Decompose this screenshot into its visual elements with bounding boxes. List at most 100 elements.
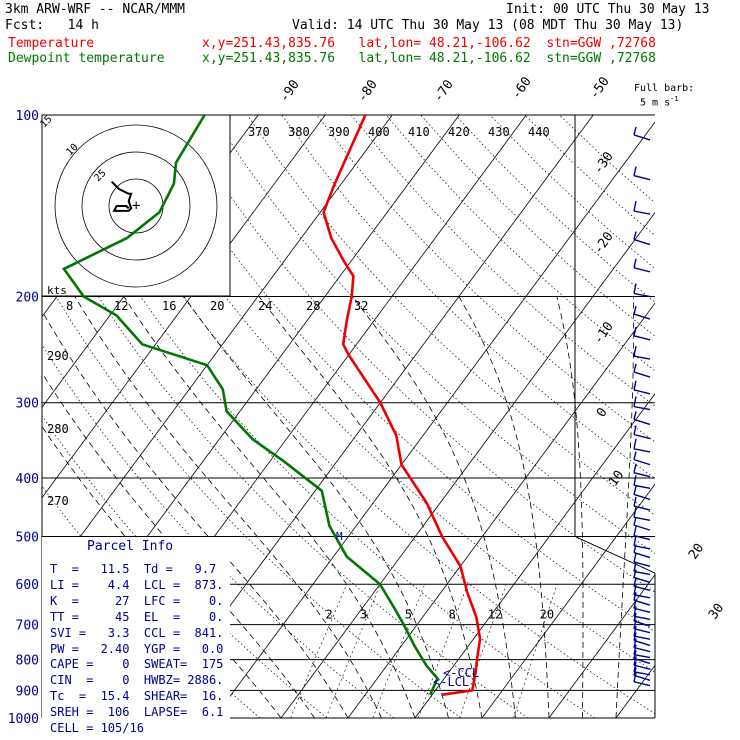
wind-barb xyxy=(633,628,651,634)
wind-barb-flag xyxy=(633,507,637,518)
wind-barb-flag xyxy=(633,425,637,435)
isotherm-label: -30 xyxy=(591,149,617,177)
frame-right-slant xyxy=(574,536,656,574)
dewpoint-trace xyxy=(61,115,440,696)
parcel-info-line: SREH = 106 LAPSE= 6.1 xyxy=(50,705,224,720)
dry-adiabat xyxy=(351,115,655,407)
mixing-ratio-line xyxy=(459,584,507,718)
mixing-ratio-label: 3 xyxy=(360,608,367,622)
hodograph-speed-label: 32 xyxy=(354,299,368,313)
wind-barb xyxy=(633,389,651,395)
wind-barb xyxy=(633,134,651,141)
isotherm xyxy=(42,115,326,499)
wind-barb xyxy=(633,674,651,681)
wind-barb xyxy=(633,493,651,501)
wind-barb-flag xyxy=(633,258,637,268)
isotherm-label: -60 xyxy=(509,74,535,102)
hodograph-speed-label: 16 xyxy=(162,299,176,313)
init-time: Init: 00 UTC Thu 30 May 13 xyxy=(506,2,710,17)
parcel-info-line: TT = 45 EL = 0. xyxy=(50,609,224,624)
wind-barbs xyxy=(633,126,651,687)
mixing-ratio-label: 8 xyxy=(448,608,455,622)
dry-adiabat xyxy=(420,115,655,337)
moist-adiabat xyxy=(615,296,635,718)
wind-barb xyxy=(633,516,651,521)
parcel-info-line: CIN = 0 HWBZ= 2886. xyxy=(50,673,224,688)
hodograph-trace xyxy=(110,180,133,212)
wind-barb xyxy=(633,664,651,670)
dry-adiabat xyxy=(142,115,655,633)
wind-barb xyxy=(633,174,651,181)
wind-barb-flag xyxy=(633,612,637,622)
wind-barb xyxy=(633,458,651,466)
wind-barb-flag xyxy=(633,619,637,629)
wind-barb-flag xyxy=(633,200,637,212)
wind-barb xyxy=(633,653,651,659)
wind-barb-flag xyxy=(633,667,637,676)
theta-label: 420 xyxy=(448,125,470,139)
wind-barb-flag xyxy=(633,166,637,176)
wind-barb-flag xyxy=(633,526,637,536)
dry-adiabat-lines xyxy=(42,115,655,718)
pressure-tick-label: 1000 xyxy=(8,712,39,727)
parcel-info-line: CELL = 105/16 xyxy=(50,721,144,735)
annotations: M <-CCL<-LCL xyxy=(336,530,479,689)
wind-barb xyxy=(633,371,651,378)
barb-key-units: 5 m s-1 xyxy=(640,95,679,109)
hodograph-box xyxy=(41,114,231,297)
isotherm xyxy=(42,115,393,589)
theta-label: 440 xyxy=(528,125,550,139)
wind-barb xyxy=(633,313,651,320)
dry-adiabat xyxy=(524,115,655,236)
isotherm-label: -80 xyxy=(355,77,381,105)
wind-barb xyxy=(633,561,651,567)
pressure-tick-label: 900 xyxy=(16,684,39,699)
mixing-ratio-line xyxy=(513,584,558,718)
wind-barb-flag xyxy=(633,283,637,294)
wind-barb xyxy=(633,607,651,614)
wind-barb-flag xyxy=(633,411,637,420)
dry-adiabat xyxy=(42,343,395,718)
isotherm-label: -70 xyxy=(431,77,457,105)
moist-adiabat xyxy=(258,296,483,718)
wind-barb xyxy=(633,615,651,620)
theta-label: 430 xyxy=(488,125,510,139)
theta-label: 390 xyxy=(328,125,350,139)
parcel-info-line: SVI = 3.3 CCL = 841. xyxy=(50,625,224,640)
wind-barb xyxy=(633,594,651,599)
wind-barb-flag xyxy=(633,592,637,601)
dry-adiabat xyxy=(247,115,655,516)
mixing-ratio-line xyxy=(325,584,381,718)
dry-adiabat xyxy=(108,115,655,673)
annotation-ccl: <-CCL xyxy=(443,666,479,680)
wind-barb-flag xyxy=(633,475,637,486)
wind-barb-flag xyxy=(633,231,637,240)
wind-barb-flag xyxy=(633,326,637,337)
isotherm-label: -90 xyxy=(277,77,303,105)
isotherm-label: 40 xyxy=(0,0,12,2)
wind-barb-flag xyxy=(633,599,637,609)
wind-barb-flag xyxy=(633,626,637,637)
wind-barb xyxy=(633,418,651,426)
dry-adiabat xyxy=(385,115,655,372)
parcel-info-line: Tc = 15.4 SHEAR= 16. xyxy=(50,689,224,704)
wind-barb xyxy=(633,551,651,559)
wind-barb-flag xyxy=(633,569,637,578)
wind-barb xyxy=(633,433,651,440)
isotherm xyxy=(280,211,655,718)
wind-barb-flag xyxy=(633,672,637,682)
isotherm xyxy=(213,121,655,718)
pressure-tick-label: 400 xyxy=(16,472,39,487)
parcel-info-line: PW = 2.40 YGP = 0.0 xyxy=(50,641,224,656)
wind-barb-flag xyxy=(633,544,637,553)
wind-barb xyxy=(633,210,651,215)
theta-label: 270 xyxy=(47,494,69,508)
wind-barb-flag xyxy=(633,363,637,373)
isotherm xyxy=(481,483,655,718)
annotation-m: M xyxy=(336,530,343,543)
wind-barb xyxy=(633,646,651,653)
moist-adiabat xyxy=(556,296,584,718)
theta-label: 400 xyxy=(368,125,390,139)
